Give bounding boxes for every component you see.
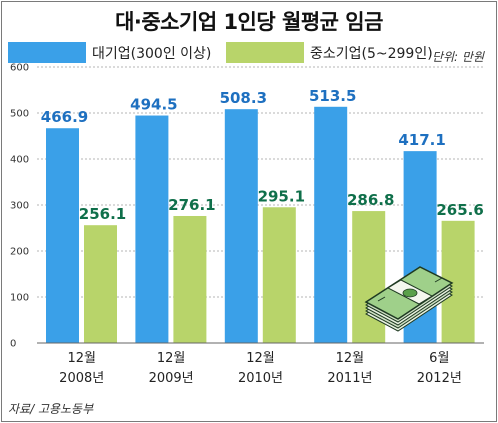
bar-small	[352, 211, 386, 343]
bar-large	[46, 128, 79, 343]
y-tick-label: 200	[10, 247, 29, 258]
legend-label-large: 대기업(300인 이상)	[92, 46, 212, 62]
data-label: 513.5	[309, 87, 356, 105]
y-tick-label: 400	[10, 155, 29, 166]
y-tick-label: 300	[10, 201, 29, 212]
y-tick-label: 600	[10, 63, 29, 74]
money-stack-icon	[364, 266, 454, 332]
y-tick-label: 500	[10, 109, 29, 120]
x-tick-label: 12월	[67, 351, 96, 366]
data-label: 417.1	[398, 131, 445, 149]
y-tick-label: 100	[10, 293, 29, 304]
x-tick-label: 2012년	[417, 371, 462, 386]
unit-label: 단위: 만원	[431, 50, 484, 64]
chart-title: 대·중소기업 1인당 월평균 임금	[115, 10, 383, 34]
x-tick-label: 2009년	[149, 371, 194, 386]
x-tick-label: 2011년	[327, 371, 372, 386]
bar-small	[173, 215, 207, 343]
data-label: 265.6	[436, 201, 483, 219]
bar-large	[314, 106, 348, 343]
x-tick-label: 2008년	[59, 371, 104, 386]
legend-swatch-small	[226, 42, 304, 63]
legend-swatch-large	[8, 42, 86, 63]
x-tick-label: 12월	[336, 351, 365, 366]
bar-small	[262, 207, 296, 343]
data-label: 256.1	[79, 205, 126, 223]
data-label: 508.3	[220, 89, 267, 107]
bar-large	[224, 109, 258, 343]
bar-large	[135, 115, 169, 343]
data-label: 286.8	[347, 191, 394, 209]
x-tick-label: 2010년	[238, 371, 283, 386]
source-label: 자료/ 고용노동부	[8, 402, 94, 416]
y-tick-label: 0	[10, 339, 16, 350]
x-tick-label: 12월	[157, 351, 186, 366]
x-tick-label: 12월	[246, 351, 275, 366]
data-label: 295.1	[258, 187, 305, 205]
legend-label-small: 중소기업(5~299인)	[310, 46, 433, 62]
x-tick-label: 6월	[429, 351, 449, 366]
data-label: 494.5	[130, 96, 177, 114]
data-label: 276.1	[168, 196, 215, 214]
bar-small	[84, 225, 117, 343]
data-label: 466.9	[41, 108, 88, 126]
